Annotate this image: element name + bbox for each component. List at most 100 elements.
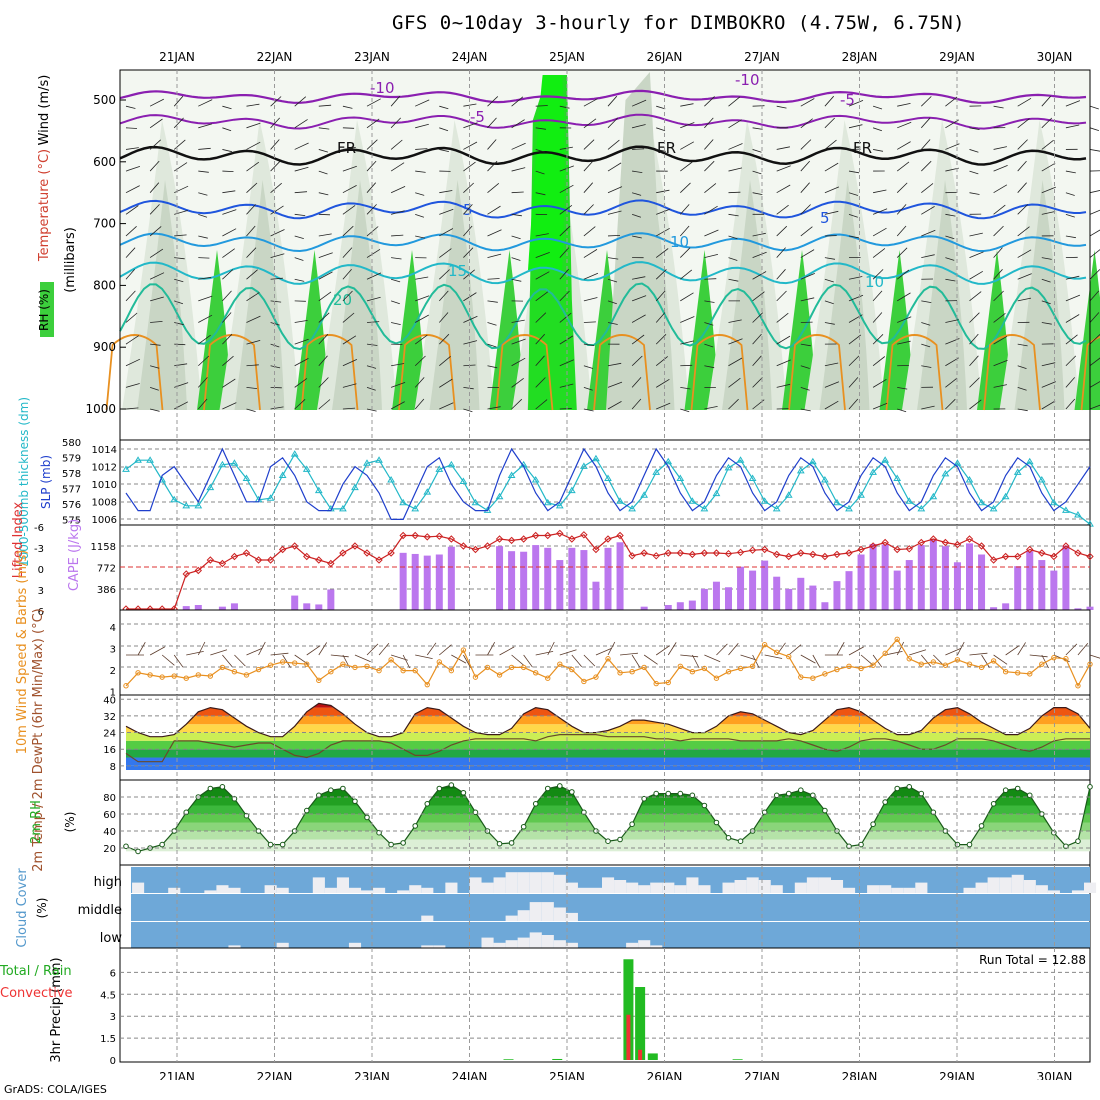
wind-barb xyxy=(776,225,788,237)
wind-barb xyxy=(342,407,356,410)
wind-barb xyxy=(439,290,449,302)
cape-bar xyxy=(676,602,684,610)
cloud-bar xyxy=(903,887,916,893)
wind-barb xyxy=(969,312,980,323)
wind-barb xyxy=(1017,642,1026,656)
wind-barb xyxy=(415,148,428,150)
wind-barb xyxy=(1017,204,1028,215)
wind-barb xyxy=(463,408,473,413)
wind-barb xyxy=(583,226,596,237)
wind-barb xyxy=(848,235,859,239)
wind-barb xyxy=(391,363,405,367)
contour-label: 5 xyxy=(820,209,830,227)
wind-barb xyxy=(366,321,380,323)
cape-bar xyxy=(592,581,600,610)
wind-barb xyxy=(631,314,646,323)
cloud-bar xyxy=(348,887,362,893)
wind-barb xyxy=(439,208,454,215)
wind-barb xyxy=(222,312,232,323)
wind-barb xyxy=(559,359,574,367)
lifted-index-point xyxy=(989,556,998,564)
isotherm-25 xyxy=(1080,336,1100,411)
wind-barb xyxy=(125,383,140,388)
wind-barb xyxy=(511,278,522,282)
wind-speed-point xyxy=(810,675,816,681)
wind-barb xyxy=(318,312,330,323)
wind-barb xyxy=(1065,643,1078,656)
wind-barb xyxy=(270,229,285,237)
lifted-index-point xyxy=(712,549,721,557)
wind-barb xyxy=(173,654,184,668)
wind-speed-point xyxy=(798,674,804,680)
wind-speed-point xyxy=(1002,669,1009,675)
wind-barb xyxy=(680,654,699,658)
wind-barb xyxy=(921,117,931,129)
ytick-label: 1000 xyxy=(85,402,116,416)
lifted-index-point xyxy=(483,542,492,550)
wind-barb xyxy=(198,257,210,259)
thickness-point xyxy=(869,468,877,475)
wind-barb xyxy=(800,297,815,302)
ytick-label: 4 xyxy=(110,623,116,634)
cloud-bar xyxy=(312,877,325,893)
wind-barb xyxy=(583,386,593,391)
wind-barb xyxy=(993,290,1004,302)
cape-bar xyxy=(447,546,455,610)
wind-barb xyxy=(559,247,570,258)
rh-point xyxy=(267,841,274,848)
wind-barb xyxy=(969,251,984,258)
lifted-index-point xyxy=(399,531,407,540)
wind-barb xyxy=(752,127,763,130)
wind-barb xyxy=(607,210,622,215)
date-label-bottom: 21JAN xyxy=(159,1070,195,1080)
wind-speed-point xyxy=(1039,661,1045,667)
wind-barb xyxy=(222,378,236,388)
wind-barb xyxy=(728,167,743,172)
wind-barb xyxy=(414,398,425,410)
wind-barb xyxy=(872,402,888,410)
wind-barb xyxy=(800,386,810,391)
date-label-bottom: 30JAN xyxy=(1037,1070,1073,1080)
wind-barb xyxy=(1017,343,1028,347)
wind-barb xyxy=(873,189,887,194)
cloud-bar xyxy=(867,885,880,893)
rh-point xyxy=(448,782,455,788)
thickness-point xyxy=(387,476,395,483)
axis-label-right: SLP (mb) xyxy=(39,455,53,509)
cloud-bar xyxy=(324,887,337,893)
wind-speed-point xyxy=(533,670,539,676)
ytick-label-left: 577 xyxy=(62,485,81,496)
wind-barb xyxy=(655,334,667,345)
cloud-bar xyxy=(517,910,530,921)
wind-barb xyxy=(198,147,211,150)
cloud-bar xyxy=(614,880,627,893)
wind-barb xyxy=(1065,100,1081,107)
wind-barb xyxy=(463,340,478,345)
thickness-point xyxy=(784,491,793,498)
cloud-bar xyxy=(674,885,687,893)
ytick-label-left: 6 xyxy=(38,607,44,618)
wind-barb xyxy=(872,379,887,388)
rh-point xyxy=(424,801,431,807)
wind-barb xyxy=(342,205,356,215)
cloud-bar xyxy=(361,890,374,893)
rh-point xyxy=(436,785,443,792)
lifted-index-point xyxy=(278,545,287,554)
date-label-bottom: 27JAN xyxy=(744,1070,780,1080)
thickness-point xyxy=(724,463,733,471)
thickness-point xyxy=(290,450,299,457)
wind-barb xyxy=(848,646,864,656)
wind-barb xyxy=(607,257,619,260)
cloud-bar xyxy=(626,882,639,893)
wind-barb xyxy=(282,654,291,668)
thickness-point xyxy=(772,504,781,512)
lifted-index-point xyxy=(242,549,251,557)
lifted-index-point xyxy=(1074,549,1082,557)
ytick-label-left: -3 xyxy=(34,544,44,555)
precip-total-bar xyxy=(552,1058,563,1060)
wind-barb xyxy=(366,182,377,193)
rh-point xyxy=(279,841,286,848)
rh-point xyxy=(846,843,852,850)
wind-barb xyxy=(535,192,546,196)
cloud-layer-label: middle xyxy=(78,903,122,918)
